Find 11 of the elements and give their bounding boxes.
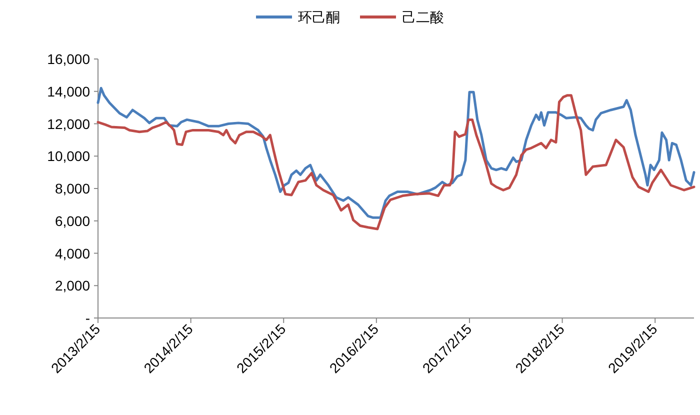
legend-label: 环己酮: [298, 9, 340, 25]
y-tick-label: 8,000: [54, 180, 90, 196]
y-tick-label: 6,000: [54, 212, 90, 229]
legend-label: 己二酸: [402, 9, 444, 25]
y-tick-label: 14,000: [47, 83, 90, 100]
y-tick-label: -: [85, 310, 90, 326]
y-tick-label: 2,000: [54, 278, 90, 294]
y-tick-label: 16,000: [47, 51, 90, 67]
y-tick-label: 10,000: [47, 148, 90, 164]
y-tick-label: 12,000: [47, 116, 90, 132]
y-tick-label: 4,000: [54, 245, 90, 262]
